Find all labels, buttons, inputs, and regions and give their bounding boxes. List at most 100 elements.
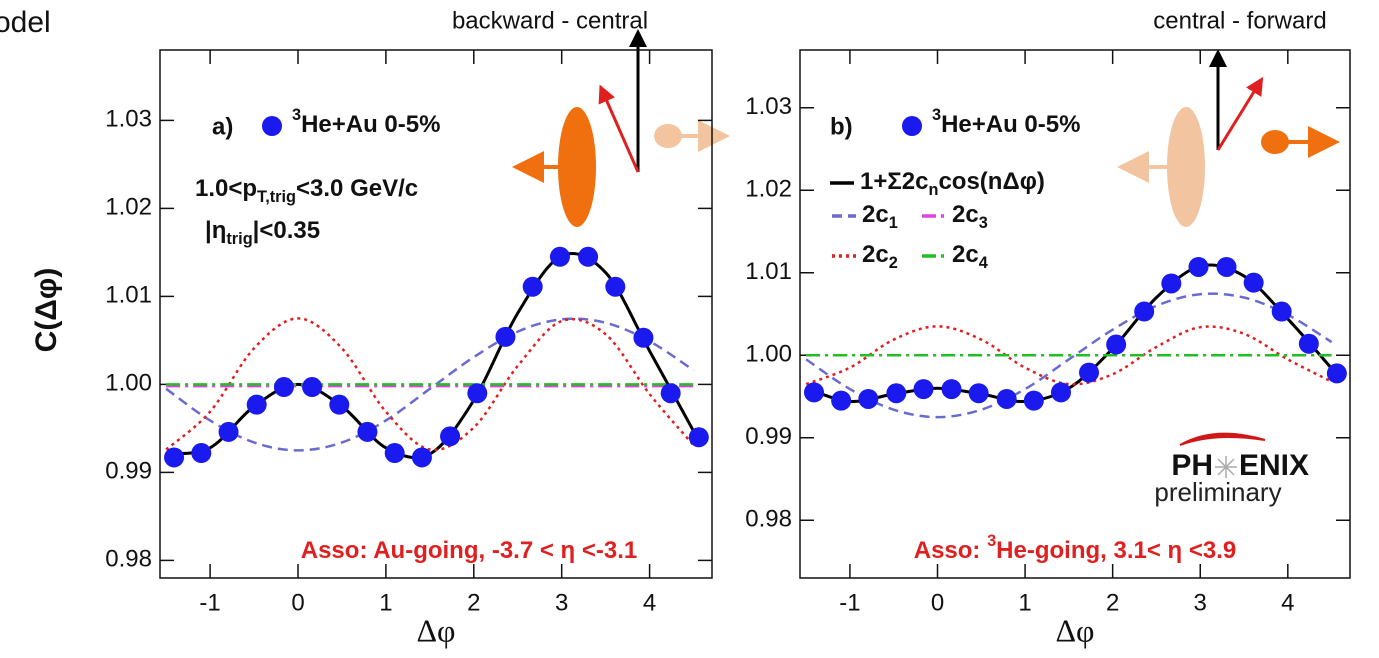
legend-label-part: 1 [889,214,898,232]
legend-label: 2c4 [952,241,988,272]
x-axis-label: Δφ [416,612,455,648]
legend-label: 2c2 [862,241,898,272]
data-point [968,383,989,404]
x-tick-label: 1 [1018,589,1031,616]
plot-frame [159,49,713,579]
legend-label-part: 2c [952,241,979,268]
data-point [302,377,323,398]
y-tick-label: 1.03 [745,93,792,120]
legend-swatch [262,116,282,136]
data-point [1106,334,1127,355]
data-point [1050,382,1071,403]
data-point [411,447,432,468]
cartoon-a [512,29,730,227]
logo-subtitle: preliminary [1154,477,1281,507]
legend-label-part: 3 [979,214,988,232]
legend-label-part: 2c [862,201,889,228]
legend-label: 2c1 [862,201,898,232]
data-point [1079,362,1100,383]
data-point [164,447,185,468]
plot-area [164,246,709,468]
data-point [941,379,962,400]
x-tick-label: 1 [379,589,392,616]
x-tick-label: -1 [199,589,220,616]
data-point [996,388,1017,409]
x-tick-label: 2 [1106,589,1119,616]
cropped-text: odel [0,6,51,39]
annotation-part: 1.0<p [195,175,257,202]
y-tick-label: 1.02 [105,194,152,221]
data-point [440,426,461,447]
data-point [1188,256,1209,277]
top-label: backward - central [452,7,648,34]
data-point [1271,301,1292,322]
y-tick-label: 1.00 [105,370,152,397]
data-point [495,326,516,347]
x-tick-label: 2 [467,589,480,616]
data-point [804,382,825,403]
data-point [329,394,350,415]
data-point [384,443,405,464]
series-line [165,317,695,452]
data-point [191,443,212,464]
annotation: |ηtrig|<0.35 [205,217,320,248]
x-axis-label: Δφ [1055,612,1094,648]
footnote-part: 3 [987,532,996,550]
series-line [805,325,1333,386]
data-point [273,377,294,398]
annotation-part: |η [205,217,226,244]
cartoon-b [1117,49,1340,227]
data-point [578,246,599,267]
panel-label: a) [212,113,233,140]
y-tick-label: 0.99 [745,423,792,450]
data-point [1161,273,1182,294]
legend-label-part: 3 [932,106,941,124]
data-point [1326,363,1347,384]
footnote: Asso: Au-going, -3.7 < η <-3.1 [301,537,638,564]
legend-label-part: cos(nΔφ) [938,168,1044,195]
data-point [660,383,681,404]
data-point [549,246,570,267]
annotation: 1.0<pT,trig<3.0 GeV/c [195,175,418,206]
data-point [1023,390,1044,411]
data-point [467,383,488,404]
y-tick-label: 0.98 [745,506,792,533]
annotation-part: T,trig [257,188,296,206]
data-point [1134,301,1155,322]
data-point [357,421,378,442]
y-tick-label: 0.98 [105,546,152,573]
legend-label-part: He+Au 0-5% [941,111,1080,138]
x-tick-label: -1 [839,589,860,616]
data-point [913,379,934,400]
data-point [886,383,907,404]
series-line [165,317,695,452]
data-point [605,276,626,297]
x-tick-label: 4 [643,589,656,616]
data-point [688,427,709,448]
data-point [1298,333,1319,354]
y-tick-label: 1.02 [745,176,792,203]
data-point [218,421,239,442]
legend-label-part: 2c [952,201,979,228]
data-point [633,327,654,348]
data-point [1216,256,1237,277]
footnote: Asso: 3He-going, 3.1< η <3.9 [914,532,1237,564]
legend-label-part: 2c [862,241,889,268]
legend-label-part: 3 [292,106,301,124]
x-tick-label: 3 [1194,589,1207,616]
footnote-part: He-going, 3.1< η <3.9 [996,537,1236,564]
y-tick-label: 0.99 [105,458,152,485]
legend-label-part: 1+Σ2c [860,168,928,195]
legend-label: 3He+Au 0-5% [292,106,440,138]
y-tick-label: 1.00 [745,341,792,368]
legend-label-part: 2 [889,254,898,272]
x-tick-label: 4 [1281,589,1294,616]
plot-frame [799,49,1351,579]
data-point [522,276,543,297]
top-label: central - forward [1153,7,1326,34]
logo-right: ENIX [1239,449,1309,482]
y-tick-label: 1.03 [105,106,152,133]
data-point [246,394,267,415]
plot-area [804,256,1347,419]
